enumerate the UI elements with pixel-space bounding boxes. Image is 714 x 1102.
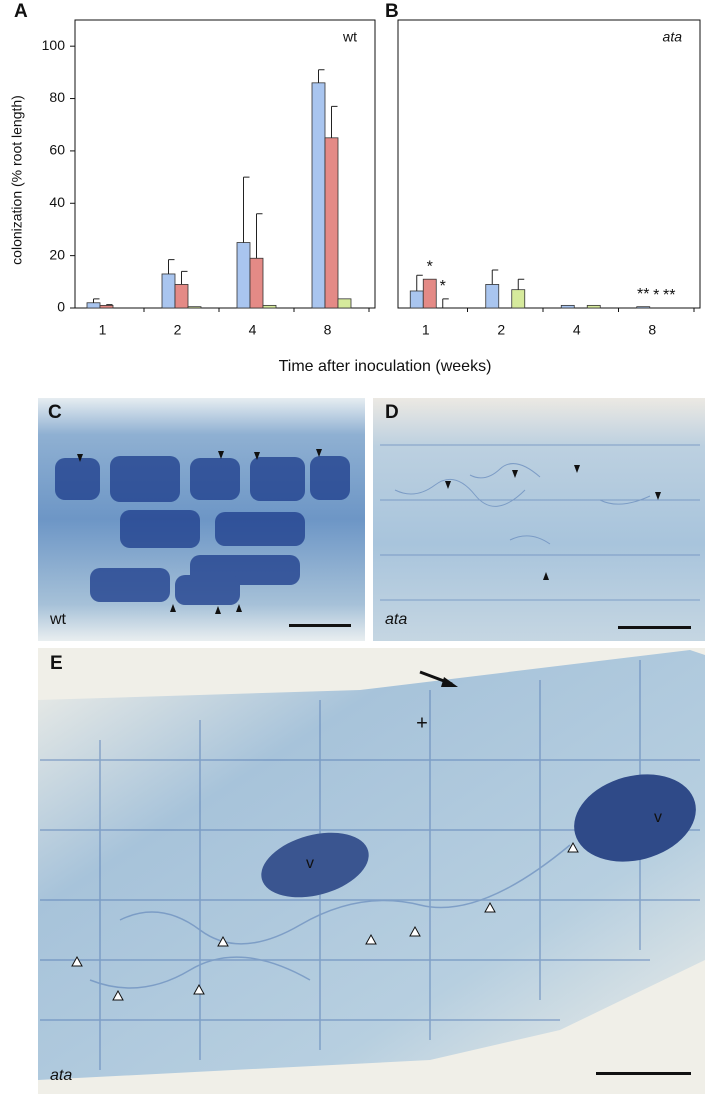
x-axis-label: Time after inoculation (weeks) bbox=[279, 358, 492, 375]
error-bar bbox=[168, 259, 175, 274]
error-bar bbox=[416, 274, 423, 291]
error-bar bbox=[517, 278, 525, 290]
bar bbox=[311, 82, 326, 309]
y-tick-label: 80 bbox=[49, 89, 65, 105]
error-bar bbox=[256, 213, 263, 259]
genotype-label: ata bbox=[385, 611, 407, 628]
bar bbox=[586, 304, 601, 309]
x-tick-label: 2 bbox=[174, 322, 182, 338]
bar bbox=[485, 284, 500, 309]
x-tick-label: 4 bbox=[573, 322, 581, 338]
bar bbox=[636, 306, 651, 309]
bar bbox=[174, 284, 189, 309]
panel-label: C bbox=[48, 402, 62, 423]
bar bbox=[99, 304, 114, 309]
x-tick-label: 8 bbox=[324, 322, 332, 338]
y-axis-label: colonization (% root length) bbox=[9, 95, 25, 265]
genotype-label: wt bbox=[342, 29, 357, 45]
panel-label: D bbox=[385, 402, 399, 423]
bar bbox=[560, 304, 575, 309]
y-tick-label: 20 bbox=[49, 246, 65, 262]
significance-mark: ** bbox=[663, 287, 675, 304]
vesicle-label: v bbox=[306, 855, 314, 872]
micrograph-c: C wt bbox=[38, 398, 365, 641]
error-bar bbox=[243, 176, 250, 243]
x-tick-label: 2 bbox=[497, 322, 505, 338]
y-tick-label: 60 bbox=[49, 142, 65, 158]
micrograph-e: E ata v v + bbox=[38, 648, 705, 1094]
genotype-label: ata bbox=[663, 29, 683, 45]
significance-mark: * bbox=[440, 278, 446, 295]
error-bar bbox=[331, 105, 338, 138]
bar bbox=[249, 257, 264, 309]
x-tick-label: 8 bbox=[648, 322, 656, 338]
x-tick-label: 4 bbox=[249, 322, 257, 338]
bar bbox=[262, 304, 277, 309]
bar bbox=[236, 242, 251, 309]
error-bar bbox=[93, 298, 100, 303]
error-bar bbox=[491, 269, 499, 285]
plot-frame bbox=[397, 19, 701, 309]
genotype-label: ata bbox=[50, 1067, 72, 1084]
significance-mark: * bbox=[653, 287, 659, 304]
bar bbox=[161, 273, 176, 309]
panel-label: E bbox=[50, 653, 63, 674]
bar bbox=[409, 290, 424, 309]
significance-mark: ** bbox=[637, 286, 649, 303]
bar bbox=[324, 137, 339, 309]
error-bar bbox=[442, 298, 449, 308]
error-bar bbox=[181, 270, 188, 285]
plot-frame bbox=[74, 19, 376, 309]
bar bbox=[86, 302, 101, 309]
x-tick-label: 1 bbox=[99, 322, 107, 338]
significance-mark: * bbox=[427, 258, 433, 275]
y-tick-label: 100 bbox=[42, 37, 66, 53]
panel-label: B bbox=[385, 1, 399, 22]
y-tick-label: 40 bbox=[49, 194, 65, 210]
error-bar bbox=[318, 69, 325, 83]
y-tick-label: 0 bbox=[57, 299, 65, 315]
bar bbox=[422, 278, 437, 309]
plus-label: + bbox=[416, 712, 428, 734]
micrograph-d: D ata bbox=[373, 398, 705, 641]
genotype-label: wt bbox=[49, 611, 67, 628]
bar bbox=[187, 306, 202, 309]
error-bar bbox=[106, 304, 113, 306]
panel-label: A bbox=[14, 1, 28, 22]
x-tick-label: 1 bbox=[422, 322, 430, 338]
vesicle-label: v bbox=[654, 809, 662, 826]
bar bbox=[511, 289, 526, 309]
bar bbox=[337, 298, 352, 309]
